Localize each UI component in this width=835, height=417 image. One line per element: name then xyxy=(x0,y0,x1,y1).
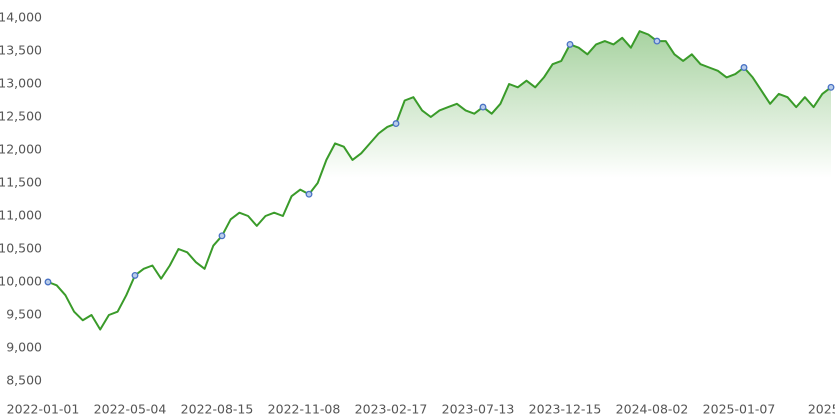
marker xyxy=(479,103,487,111)
y-tick-label: 11,000 xyxy=(0,208,42,223)
x-tick-label: 2024-08-02 xyxy=(616,402,689,417)
line xyxy=(47,30,832,331)
x-tick-label: 2022-01-01 xyxy=(7,402,80,417)
x-tick-label: 2025- xyxy=(808,402,835,417)
y-tick-label: 9,500 xyxy=(6,307,42,322)
y-tick-label: 12,000 xyxy=(0,142,42,157)
x-tick-label: 2025-01-07 xyxy=(703,402,776,417)
y-tick-label: 12,500 xyxy=(0,109,42,124)
y-tick-label: 10,500 xyxy=(0,241,42,256)
y-tick-label: 14,000 xyxy=(0,10,42,25)
x-tick-label: 2022-11-08 xyxy=(268,402,341,417)
x-tick-label: 2022-05-04 xyxy=(94,402,167,417)
y-tick-label: 8,500 xyxy=(6,373,42,388)
marker xyxy=(218,232,226,240)
marker xyxy=(44,278,52,286)
marker xyxy=(827,83,835,91)
y-tick-label: 13,000 xyxy=(0,76,42,91)
marker xyxy=(740,64,748,71)
marker xyxy=(653,37,661,45)
marker xyxy=(131,271,139,279)
area xyxy=(48,31,831,381)
marker xyxy=(566,40,574,48)
y-tick-label: 9,000 xyxy=(6,340,42,355)
y-tick-label: 13,500 xyxy=(0,43,42,58)
x-tick-label: 2023-12-15 xyxy=(529,402,602,417)
x-tick-label: 2023-07-13 xyxy=(442,402,515,417)
y-tick-label: 11,500 xyxy=(0,175,42,190)
marker xyxy=(305,190,313,198)
x-tick-label: 2023-02-17 xyxy=(355,402,428,417)
y-tick-label: 10,000 xyxy=(0,274,42,289)
marker xyxy=(392,120,400,128)
x-tick-label: 2022-08-15 xyxy=(181,402,254,417)
